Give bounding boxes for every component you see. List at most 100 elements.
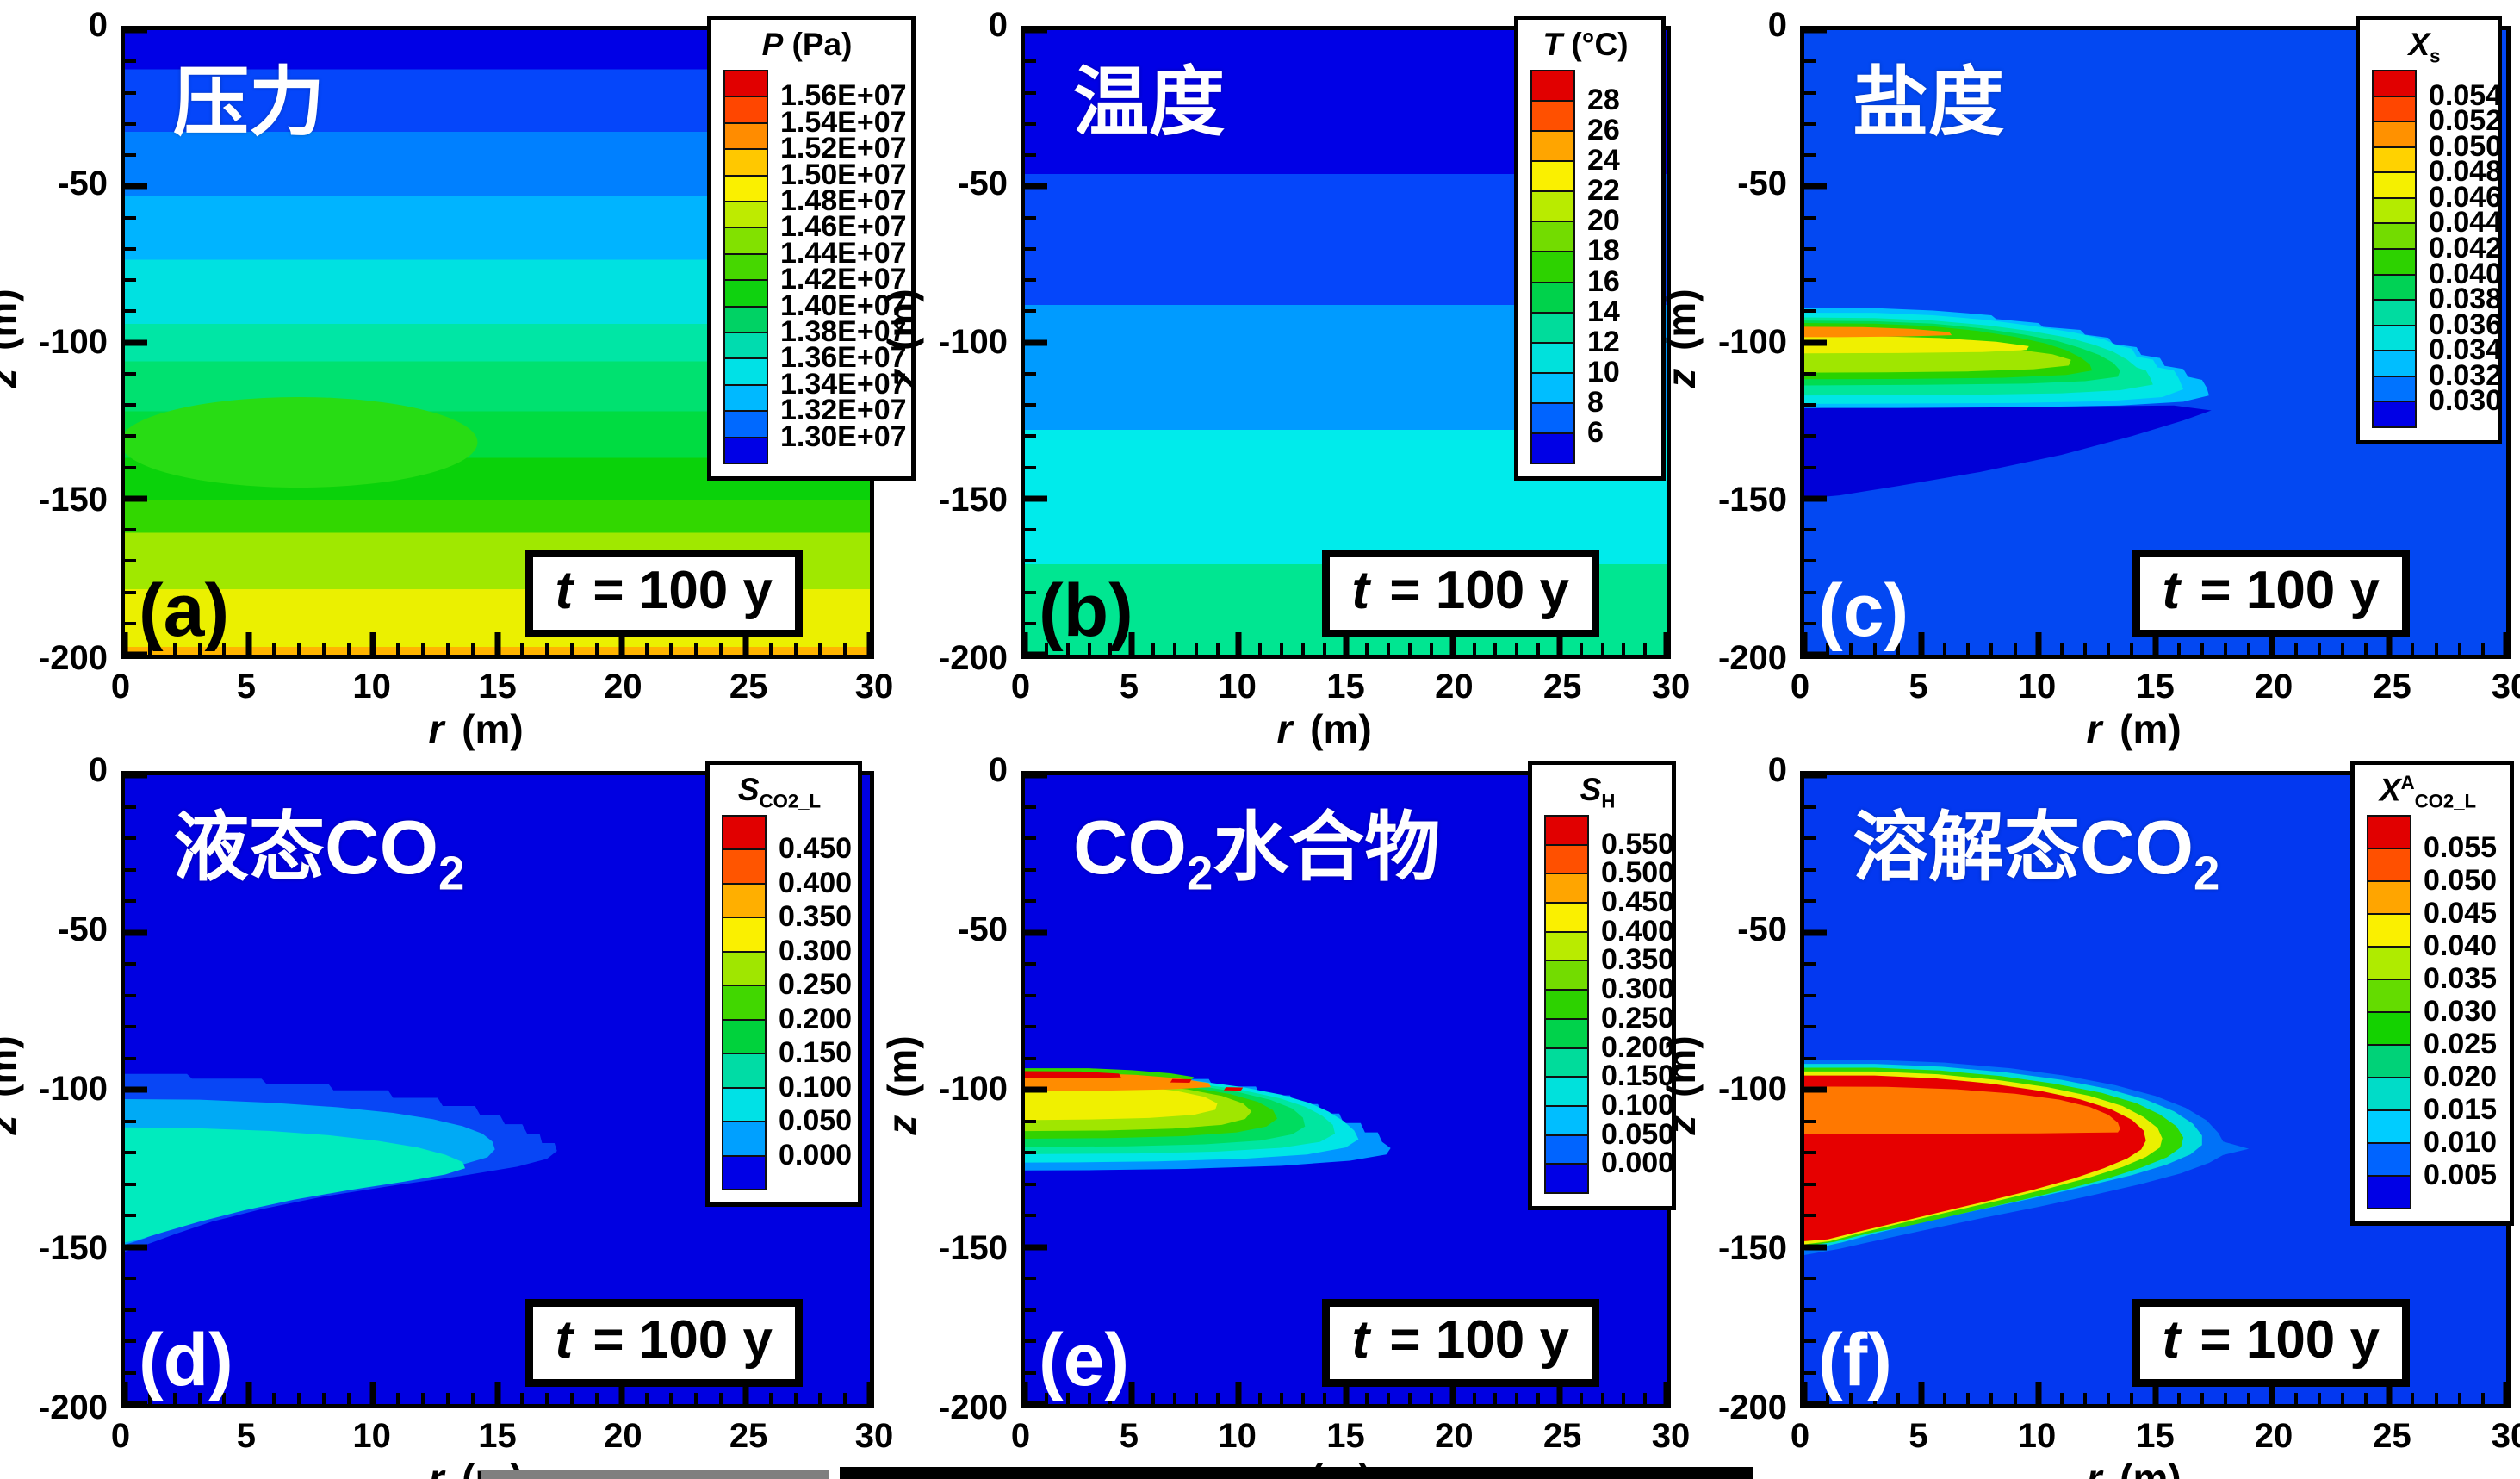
x-tick-minor [818, 643, 822, 655]
legend-swatch [2372, 324, 2417, 352]
y-tick-minor [1804, 465, 1816, 469]
x-tick-minor [147, 643, 152, 655]
y-tick-minor [125, 1277, 136, 1280]
y-tick-minor [1804, 1182, 1816, 1186]
x-tick-minor [644, 1393, 649, 1404]
y-tick-major [125, 30, 147, 34]
x-tick-minor [520, 1393, 524, 1404]
legend-swatch [2372, 196, 2417, 225]
panel-title-part: 压力 [173, 59, 326, 145]
y-axis-var: z [1659, 1115, 1704, 1135]
x-tick-minor [2107, 643, 2111, 655]
y-tick-minor [125, 434, 136, 438]
x-tick-label: 25 [2373, 668, 2411, 705]
legend-swatch [1544, 1017, 1589, 1049]
legend-swatch [1544, 1134, 1589, 1165]
y-tick-minor [125, 90, 136, 95]
y-tick-minor [1025, 805, 1036, 809]
panel-title-part: 盐度 [1853, 59, 2005, 145]
y-tick-minor [1804, 805, 1816, 809]
y-tick-minor [125, 1308, 136, 1312]
legend-title-d: SCO2_L [710, 772, 849, 812]
legend-sup: A [2400, 772, 2415, 793]
y-tick-minor [1025, 1339, 1036, 1343]
y-tick-label: -150 [1717, 481, 1787, 519]
x-tick-minor [1387, 643, 1391, 655]
legend-swatch [723, 252, 768, 282]
legend-sub: H [1601, 790, 1616, 812]
legend-label: 0.050 [2424, 864, 2498, 897]
y-tick-minor [1025, 1056, 1036, 1060]
x-tick-minor [768, 1393, 773, 1404]
x-tick-minor [2176, 643, 2181, 655]
legend-label: 0.250 [1601, 1001, 1675, 1035]
legend-swatch [723, 305, 768, 333]
x-tick-minor [1365, 1393, 1369, 1404]
x-tick-minor [1943, 643, 1946, 655]
x-tick-minor [1826, 643, 1830, 655]
time-value: = 100 y [578, 561, 773, 620]
y-tick-label: -200 [1717, 639, 1787, 677]
y-tick-minor [125, 1182, 136, 1186]
colorbar-legend-e: SH 0.550 0.500 0.450 0.400 0.350 0.300 0.250 0.2… [1528, 761, 1676, 1210]
colorbar-legend-b: T (°C) 28 26 24 22 20 18 16 14 12 10 8 6 [1514, 16, 1666, 481]
time-value: = 100 y [1375, 561, 1569, 620]
y-tick-minor [1804, 836, 1816, 840]
x-tick-label: 15 [2136, 668, 2175, 705]
legend-label: 0.030 [2424, 995, 2498, 1028]
x-tick-minor [1643, 643, 1648, 655]
x-tick-minor [272, 1393, 276, 1404]
y-tick-label: -50 [58, 910, 108, 948]
x-tick-major [2269, 1382, 2275, 1404]
legend-label: 0.020 [2424, 1060, 2498, 1093]
x-tick-minor [1622, 1393, 1626, 1404]
y-tick-minor [1804, 1151, 1816, 1154]
legend-swatch [723, 279, 768, 308]
y-tick-minor [1804, 59, 1816, 64]
x-tick-label: 5 [1119, 668, 1139, 705]
plume-layer-c-8 [1804, 326, 1952, 338]
x-tick-minor [147, 1393, 152, 1404]
y-tick-minor [125, 371, 136, 376]
y-tick-minor [1804, 621, 1816, 625]
y-tick-label: 0 [988, 6, 1008, 44]
x-tick-label: 15 [2136, 1417, 2175, 1455]
y-tick-minor [1025, 1214, 1036, 1217]
legend-swatch [2367, 946, 2411, 980]
y-tick-minor [1025, 1370, 1036, 1375]
legend-title-e: SH [1532, 772, 1663, 812]
x-tick-minor [1215, 1393, 1220, 1404]
y-tick-minor [125, 899, 136, 903]
x-tick-label: 10 [2017, 668, 2057, 705]
x-tick-minor [1258, 1393, 1263, 1404]
y-tick-label: -100 [38, 1070, 108, 1108]
x-tick-label: 0 [1010, 668, 1031, 705]
x-tick-minor [1493, 643, 1498, 655]
legend-label: 28 [1587, 84, 1620, 117]
legend-label: 0.100 [1601, 1088, 1675, 1122]
x-tick-label: 30 [1651, 668, 1691, 705]
y-tick-minor [125, 246, 136, 251]
x-tick-minor [669, 643, 673, 655]
x-tick-label: 30 [854, 668, 894, 705]
legend-label: 0.052 [2429, 104, 2503, 138]
x-tick-label: 0 [1790, 668, 1810, 705]
legend-label: 0.038 [2429, 283, 2503, 316]
x-tick-label: 25 [1542, 668, 1582, 705]
y-tick-minor [1804, 278, 1816, 282]
legend-swatch [1544, 843, 1589, 875]
x-tick-major [742, 632, 749, 655]
y-tick-label: -150 [1717, 1229, 1787, 1267]
legend-label: 1.34E+07 [780, 367, 907, 401]
x-tick-minor [1429, 643, 1433, 655]
y-tick-label: -50 [958, 164, 1008, 202]
x-tick-minor [2224, 1393, 2227, 1404]
y-tick-minor [125, 1214, 136, 1217]
y-axis-label-d: z (m) [0, 1016, 24, 1154]
x-tick-major [245, 632, 252, 655]
y-tick-major [1025, 775, 1047, 779]
x-tick-minor [2340, 1393, 2344, 1404]
legend-label: 0.055 [2424, 831, 2498, 864]
y-tick-minor [125, 836, 136, 840]
x-tick-minor [1849, 1393, 1853, 1404]
